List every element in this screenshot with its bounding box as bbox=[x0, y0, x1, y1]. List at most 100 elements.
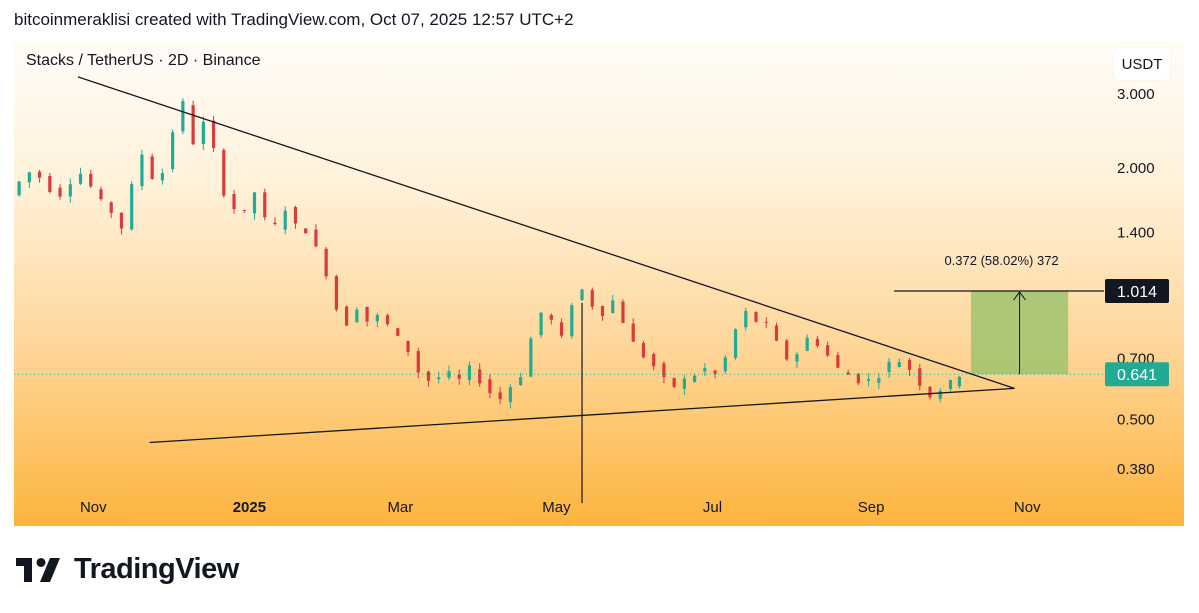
candle-body bbox=[37, 171, 42, 178]
tradingview-brand[interactable]: TradingView bbox=[16, 553, 239, 586]
candle-body bbox=[785, 340, 789, 360]
candle-body bbox=[948, 380, 953, 390]
candle-body bbox=[662, 363, 666, 378]
candle-body bbox=[764, 321, 768, 323]
candle-body bbox=[611, 300, 615, 313]
candle-body bbox=[928, 386, 932, 398]
chart-panel[interactable]: 0.372 (58.02%) 372 3.000 2.000 1.400 0.700 0… bbox=[14, 42, 1184, 526]
symbol-title: Stacks / TetherUS · 2D · Binance bbox=[26, 52, 261, 69]
candle-body bbox=[590, 290, 594, 307]
candle-body bbox=[58, 187, 62, 197]
candle-body bbox=[774, 325, 779, 341]
candle-body bbox=[396, 328, 400, 336]
candle-body bbox=[907, 359, 912, 370]
candle-body bbox=[570, 305, 574, 337]
candle-body bbox=[293, 207, 298, 224]
measure-label: 0.372 (58.02%) 372 bbox=[944, 253, 1058, 268]
x-tick-label: Jul bbox=[703, 499, 722, 516]
x-tick-label: Mar bbox=[387, 499, 413, 516]
candle-body bbox=[324, 248, 328, 277]
x-tick-label: Nov bbox=[1014, 499, 1041, 516]
candle-body bbox=[815, 338, 820, 346]
drawing-layer: 0.372 (58.02%) 372 bbox=[14, 76, 1104, 504]
candle-body bbox=[385, 315, 390, 325]
candle-body bbox=[836, 355, 840, 368]
candle-body bbox=[181, 101, 185, 132]
candle-body bbox=[314, 229, 318, 247]
candle-body bbox=[539, 312, 543, 336]
candle-body bbox=[375, 315, 379, 322]
candle-body bbox=[17, 181, 21, 196]
candle-body bbox=[406, 340, 410, 353]
candle-body bbox=[744, 310, 748, 328]
candle-body bbox=[48, 175, 52, 193]
candle-body bbox=[416, 351, 420, 373]
candle-body bbox=[191, 105, 195, 145]
candle-body bbox=[693, 375, 697, 382]
candle-body bbox=[119, 212, 124, 229]
candle-body bbox=[846, 372, 850, 375]
candle-body bbox=[140, 154, 144, 187]
tradingview-logo-icon bbox=[16, 557, 60, 582]
candle-body bbox=[304, 228, 308, 234]
candle-body bbox=[652, 354, 656, 367]
candle-body bbox=[27, 172, 31, 183]
candle-body bbox=[549, 314, 553, 320]
candle-body bbox=[826, 345, 830, 356]
candlestick-series bbox=[17, 98, 962, 409]
candle-body bbox=[682, 378, 686, 389]
candle-body bbox=[334, 276, 338, 310]
price-chart[interactable]: 0.372 (58.02%) 372 3.0002.0001.4000.7000… bbox=[14, 42, 1184, 526]
y-tick-label: 3.000 bbox=[1117, 86, 1155, 103]
candle-body bbox=[89, 173, 93, 187]
candle-body bbox=[211, 120, 216, 148]
candle-body bbox=[508, 387, 512, 403]
candle-body bbox=[130, 184, 134, 230]
candle-body bbox=[723, 357, 727, 372]
candle-body bbox=[345, 306, 349, 326]
candle-body bbox=[918, 368, 922, 386]
candle-body bbox=[733, 329, 738, 358]
candle-body bbox=[355, 309, 359, 323]
current-price-label: 0.641 bbox=[1117, 367, 1157, 384]
candle-body bbox=[600, 306, 605, 317]
candle-body bbox=[805, 337, 809, 351]
candle-body bbox=[867, 379, 871, 381]
candle-body bbox=[99, 189, 103, 200]
x-tick-label: Nov bbox=[80, 499, 107, 516]
brand-name: TradingView bbox=[74, 553, 239, 585]
resistance-price-label: 1.014 bbox=[1117, 284, 1157, 301]
candle-body bbox=[273, 222, 277, 225]
candle-body bbox=[529, 338, 533, 377]
candle-body bbox=[498, 392, 502, 400]
candle-body bbox=[478, 369, 482, 384]
y-tick-label: 2.000 bbox=[1117, 160, 1155, 177]
candle-body bbox=[467, 365, 472, 380]
candle-body bbox=[283, 210, 287, 230]
current-price-badge bbox=[1105, 362, 1169, 387]
candle-body bbox=[877, 378, 881, 383]
measure-arrow-head bbox=[1013, 291, 1026, 301]
candle-body bbox=[109, 202, 113, 213]
candle-body bbox=[795, 354, 799, 362]
chart-attribution: bitcoinmeraklisi created with TradingVie… bbox=[14, 10, 574, 29]
y-tick-label: 0.500 bbox=[1117, 411, 1155, 428]
candle-body bbox=[754, 311, 758, 322]
candle-body bbox=[897, 362, 901, 368]
candle-body bbox=[856, 373, 860, 384]
y-tick-label: 0.380 bbox=[1117, 461, 1155, 478]
candle-body bbox=[713, 370, 717, 374]
candle-body bbox=[938, 391, 942, 399]
candle-body bbox=[559, 322, 564, 336]
currency-button[interactable]: USDT bbox=[1114, 48, 1170, 80]
candle-body bbox=[232, 194, 236, 210]
candle-body bbox=[160, 173, 165, 181]
candle-body bbox=[631, 323, 635, 342]
candle-body bbox=[519, 377, 523, 386]
candle-body bbox=[703, 368, 707, 372]
candle-body bbox=[201, 121, 205, 145]
candle-body bbox=[150, 156, 154, 180]
candle-body bbox=[580, 289, 584, 301]
candle-body bbox=[252, 192, 257, 214]
